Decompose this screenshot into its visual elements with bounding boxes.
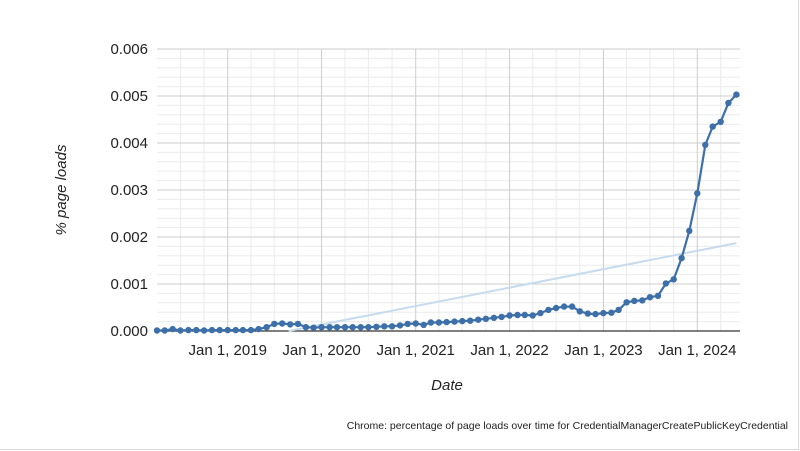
data-point <box>396 322 404 329</box>
data-point <box>717 118 724 126</box>
data-point <box>404 320 411 328</box>
x-tick-labels: Jan 1, 2019 Jan 1, 2020 Jan 1, 2021 Jan 1, … <box>189 342 737 359</box>
data-point <box>545 306 552 314</box>
data-point <box>349 324 356 331</box>
data-point <box>631 297 638 305</box>
data-point <box>592 310 599 318</box>
y-tick-labels: 0.000 0.001 0.002 0.003 0.004 0.005 0.006 <box>110 41 148 340</box>
y-tick-label: 0.003 <box>110 182 148 199</box>
data-point <box>646 294 654 301</box>
data-point <box>177 327 184 334</box>
data-point <box>232 326 239 334</box>
data-point <box>560 303 568 310</box>
data-point <box>662 280 670 287</box>
data-point <box>169 325 176 333</box>
data-point <box>216 326 223 334</box>
x-tick-label: Jan 1, 2020 <box>282 342 360 359</box>
x-tick-label: Jan 1, 2022 <box>470 342 548 359</box>
data-point <box>670 276 677 283</box>
data-point <box>654 292 662 299</box>
data-point <box>161 327 168 334</box>
y-axis-title: % page loads <box>53 144 70 235</box>
data-point <box>467 317 474 324</box>
data-point <box>702 141 709 149</box>
data-point <box>333 324 341 331</box>
data-point <box>388 323 396 330</box>
data-point <box>584 310 591 317</box>
data-point <box>694 190 701 197</box>
data-point <box>427 319 435 326</box>
chart-caption: Chrome: percentage of page loads over ti… <box>346 420 788 432</box>
data-point <box>482 315 490 322</box>
data-point <box>568 303 576 310</box>
data-point <box>686 227 693 235</box>
x-tick-label: Jan 1, 2021 <box>377 342 455 359</box>
x-axis-title: Date <box>431 377 463 394</box>
data-point <box>552 304 560 312</box>
data-point <box>326 324 333 331</box>
data-point <box>365 324 372 331</box>
data-point <box>733 91 740 98</box>
data-point <box>709 123 716 130</box>
data-point <box>287 321 294 328</box>
data-point <box>279 320 286 327</box>
data-point <box>263 324 270 331</box>
x-tick-label: Jan 1, 2023 <box>564 342 642 359</box>
y-tick-label: 0.001 <box>110 276 148 293</box>
data-point <box>373 323 380 330</box>
data-point <box>490 314 498 321</box>
data-point <box>208 326 216 334</box>
x-tick-label: Jan 1, 2019 <box>189 342 267 359</box>
data-point <box>475 316 482 323</box>
data-point <box>678 254 685 262</box>
x-tick-label: Jan 1, 2024 <box>658 342 736 359</box>
data-point <box>615 306 622 314</box>
grid <box>157 48 740 332</box>
data-point <box>521 311 528 319</box>
data-point <box>725 99 732 107</box>
data-point <box>357 324 364 331</box>
data-point <box>294 320 302 328</box>
data-point <box>247 326 255 334</box>
data-point <box>302 324 310 331</box>
data-point <box>420 321 427 329</box>
data-point <box>318 324 325 331</box>
data-point <box>498 313 505 321</box>
data-point <box>224 326 231 334</box>
y-tick-label: 0.006 <box>110 41 148 58</box>
series-group <box>153 91 740 334</box>
data-point <box>537 309 544 317</box>
y-tick-label: 0.000 <box>110 323 148 340</box>
data-point <box>193 326 200 334</box>
data-point <box>529 312 536 319</box>
data-point <box>153 327 161 334</box>
data-point <box>239 326 247 334</box>
data-point <box>506 312 513 319</box>
data-point <box>451 318 458 325</box>
data-point <box>435 319 443 326</box>
trendline <box>288 242 737 332</box>
data-point <box>608 309 615 316</box>
y-tick-label: 0.002 <box>110 229 148 246</box>
trendline-group <box>288 242 737 332</box>
data-point <box>185 326 192 334</box>
data-point <box>600 309 607 317</box>
data-point <box>341 324 349 331</box>
data-point <box>623 299 630 306</box>
data-point <box>200 327 208 334</box>
y-tick-label: 0.005 <box>110 88 148 105</box>
data-point <box>443 318 450 326</box>
data-point <box>459 317 466 325</box>
data-point <box>412 320 419 327</box>
data-point <box>255 325 262 333</box>
data-point <box>514 311 521 319</box>
data-point <box>381 323 388 330</box>
data-point <box>639 297 646 304</box>
data-point <box>576 308 583 315</box>
data-point <box>271 320 278 328</box>
data-point <box>310 324 317 331</box>
y-tick-label: 0.004 <box>110 135 148 152</box>
